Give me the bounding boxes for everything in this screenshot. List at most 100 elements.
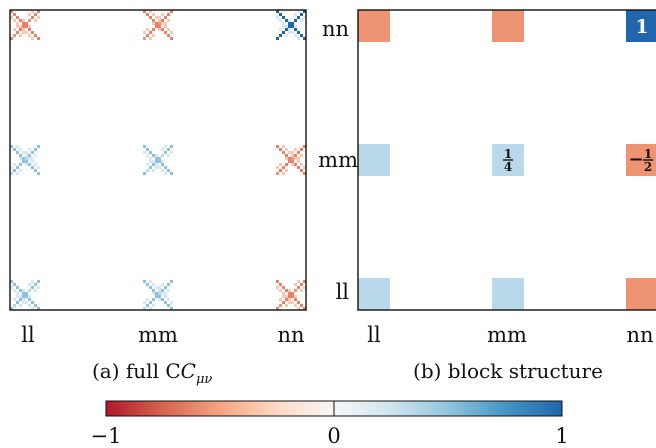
panel-a-cell [25, 151, 28, 154]
panel-a-cell [155, 295, 158, 298]
panel-a-cell [164, 22, 167, 25]
panel-b-ytick-mm: mm [318, 148, 358, 172]
panel-a-cell [294, 25, 297, 28]
panel-b-cell-mm-ll [358, 144, 390, 176]
panel-b-caption: (b) block structure [413, 359, 603, 383]
panel-a-cell [25, 301, 28, 304]
panel-a-cell [300, 304, 303, 307]
panel-a-cell [300, 148, 303, 151]
panel-a-cell [161, 154, 164, 157]
panel-a-cell [19, 304, 22, 307]
panel-a-caption-symbol: C [181, 359, 196, 383]
panel-a-cell [149, 280, 152, 283]
panel-a-cell [37, 16, 40, 19]
panel-a-cell [19, 169, 22, 172]
panel-a-cell [22, 160, 25, 163]
panel-a-cell [28, 13, 31, 16]
panel-a-cell [288, 289, 291, 292]
panel-a-cell [288, 22, 291, 25]
panel-a-cell [37, 280, 40, 283]
panel-a-cell [158, 286, 161, 289]
panel-a-cell [294, 283, 297, 286]
panel-a-cell [28, 163, 31, 166]
panel-b-ytick-ll: ll [336, 280, 350, 304]
panel-a-cell [16, 25, 19, 28]
panel-a-cell [300, 169, 303, 172]
panel-a-cell [285, 169, 288, 172]
panel-a-cell [22, 292, 25, 295]
panel-a-cell [297, 16, 300, 19]
panel-a-cell [31, 37, 34, 40]
panel-a-cell [155, 157, 158, 160]
panel-a-cell [143, 145, 146, 148]
panel-a-cell [31, 16, 34, 19]
panel-a-cell [161, 28, 164, 31]
panel-a-cell [297, 37, 300, 40]
panel-a-cell [34, 154, 37, 157]
panel-a-cell [149, 16, 152, 19]
panel-a-cell [158, 292, 161, 295]
panel-a-cell [28, 34, 31, 37]
panel-a-cell [34, 19, 37, 22]
panel-b-cell-label-sign: − [628, 149, 643, 170]
colorbar-tick-zero: 0 [327, 424, 340, 448]
panel-a-cell [19, 25, 22, 28]
panel-a-cell [294, 298, 297, 301]
panel-a-cell [22, 151, 25, 154]
colorbar-tick-min: −1 [91, 424, 122, 448]
panel-a-cell [285, 28, 288, 31]
panel-a-cell [300, 34, 303, 37]
panel-a-cell [37, 166, 40, 169]
panel-a-cell [276, 37, 279, 40]
panel-a-cell [164, 145, 167, 148]
colorbar-tick-max: 1 [555, 424, 568, 448]
panel-a-cell [16, 172, 19, 175]
panel-b-cell-label-den: 2 [644, 160, 652, 174]
panel-a-cell [13, 283, 16, 286]
panel-a-cell [152, 283, 155, 286]
panel-a-cell [22, 289, 25, 292]
panel-a-cell [31, 286, 34, 289]
panel-a-cell [28, 25, 31, 28]
panel-a-cell [164, 292, 167, 295]
panel-a-cell [276, 286, 279, 289]
panel-b-xtick-mm: mm [487, 323, 527, 347]
panel-a-cell [282, 25, 285, 28]
panel-a-cell [28, 157, 31, 160]
panel-a-cell [282, 292, 285, 295]
panel-a-xtick-nn: nn [277, 323, 304, 347]
panel-a-cell [143, 151, 146, 154]
panel-a-cell [149, 37, 152, 40]
panel-a-caption-subscript: μν [196, 372, 212, 387]
panel-a-cell [291, 157, 294, 160]
panel-a-cell [146, 283, 149, 286]
panel-a-cell [167, 154, 170, 157]
panel-a-cell [161, 163, 164, 166]
panel-a-cell [300, 154, 303, 157]
panel-a-cell [158, 25, 161, 28]
panel-a-cell [167, 34, 170, 37]
panel-a-cell [167, 283, 170, 286]
panel-a-cell [22, 157, 25, 160]
panel-a-cell [300, 163, 303, 166]
panel-a-cell [164, 16, 167, 19]
panel-a-cell [13, 148, 16, 151]
panel-a-cell [146, 298, 149, 301]
panel-a-cell [158, 16, 161, 19]
panel-b-cell-ll-mm [492, 278, 524, 310]
panel-a-cell [34, 169, 37, 172]
panel-a-cell [294, 163, 297, 166]
panel-a-cell [282, 145, 285, 148]
panel-a-block-mm-nn [276, 145, 306, 175]
panel-a-cell [167, 19, 170, 22]
panel-a-cell [297, 301, 300, 304]
panel-b-xtick-ll: ll [367, 323, 381, 347]
panel-a-cell [158, 19, 161, 22]
panel-a-cell [22, 31, 25, 34]
panel-a-cell [25, 31, 28, 34]
panel-a-cell [28, 283, 31, 286]
panel-a-cell [167, 169, 170, 172]
panel-a-cell [149, 166, 152, 169]
panel-a-cell [143, 31, 146, 34]
panel-a-cell [19, 289, 22, 292]
